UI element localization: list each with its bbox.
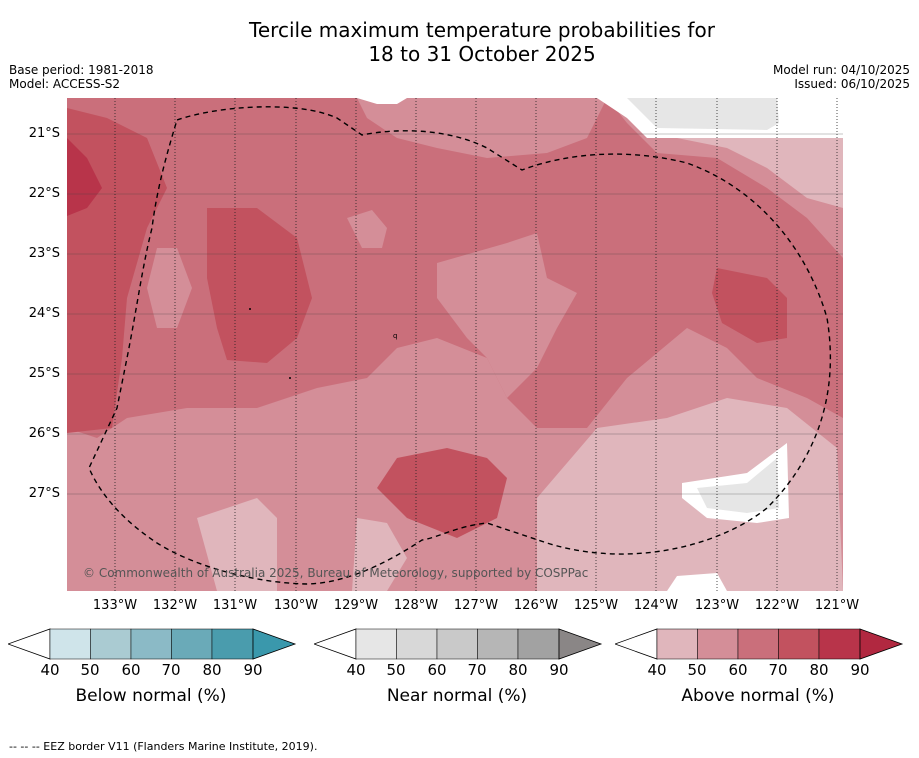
lon-label: 130°W: [273, 598, 319, 613]
colorbar-above-bin: [818, 628, 861, 660]
meta-left: Base period: 1981-2018 Model: ACCESS-S2: [9, 63, 154, 91]
colorbar-tick: 60: [121, 661, 141, 679]
contour-40-50-s: [352, 518, 407, 591]
colorbar-tick: 80: [508, 661, 528, 679]
speck-2: [289, 377, 291, 379]
copyright-notice: © Commonwealth of Australia 2025, Bureau…: [83, 566, 589, 580]
lon-label: 127°W: [453, 598, 499, 613]
colorbar-below-bin: [49, 628, 91, 660]
lon-label: 123°W: [694, 598, 740, 613]
lon-gridlines: [114, 98, 838, 591]
lon-label: 133°W: [92, 598, 138, 613]
lon-label: 125°W: [573, 598, 619, 613]
contour-80-90-nw: [67, 138, 102, 216]
no-data-south: [667, 573, 727, 591]
lat-label: 25°S: [28, 366, 60, 381]
colorbar-below-bin: [90, 628, 132, 660]
lon-label: 122°W: [754, 598, 800, 613]
contour-70-80-south: [377, 448, 507, 538]
colorbar-tick: 40: [647, 661, 667, 679]
colorbar-tick: 90: [850, 661, 870, 679]
colorbar-tick: 60: [427, 661, 447, 679]
lat-label: 22°S: [28, 186, 60, 201]
colorbar-tick: 70: [467, 661, 487, 679]
lon-label: 128°W: [393, 598, 439, 613]
lat-label: 26°S: [28, 426, 60, 441]
near-normal-se: [697, 458, 779, 513]
colorbar-tick: 60: [728, 661, 748, 679]
eez-footnote: -- -- -- EEZ border V11 (Flanders Marine…: [9, 740, 318, 753]
lon-label: 121°W: [814, 598, 860, 613]
colorbar-title-above: Above normal (%): [681, 686, 835, 706]
model-name: Model: ACCESS-S2: [9, 77, 121, 91]
probability-map: q: [67, 98, 843, 591]
colorbar-tick: 80: [202, 661, 222, 679]
colorbar-above-extend-high: [859, 628, 904, 660]
contour-40-50-sw: [197, 498, 277, 591]
lon-label: 131°W: [212, 598, 258, 613]
colorbar-tick: 50: [80, 661, 100, 679]
no-data-north: [357, 98, 407, 104]
speck-3: q: [393, 332, 397, 340]
colorbar-below-bin: [211, 628, 254, 660]
colorbar-tick: 90: [243, 661, 263, 679]
colorbar-above-bin: [697, 628, 739, 660]
contour-50-60-mid: [437, 233, 577, 398]
colorbar-below-extend-high: [252, 628, 297, 660]
colorbar-near-bin: [355, 628, 397, 660]
lon-label: 126°W: [513, 598, 559, 613]
colorbar-near-normal: [314, 628, 603, 660]
colorbar-tick: 50: [687, 661, 707, 679]
colorbar-below-bin: [130, 628, 172, 660]
colorbar-tick: 50: [386, 661, 406, 679]
lon-label: 124°W: [633, 598, 679, 613]
meta-right: Model run: 04/10/2025 Issued: 06/10/2025: [773, 63, 910, 91]
contour-70-80-east: [712, 268, 787, 343]
colorbar-above-normal: [615, 628, 904, 660]
colorbar-below-bin: [171, 628, 213, 660]
title-line-2: 18 to 31 October 2025: [368, 42, 596, 66]
colorbar-near-bin: [517, 628, 560, 660]
issued-date: Issued: 06/10/2025: [794, 77, 910, 91]
colorbar-above-bin: [656, 628, 698, 660]
colorbar-below-normal: [8, 628, 297, 660]
lat-gridlines: [67, 133, 843, 495]
title-line-1: Tercile maximum temperature probabilitie…: [249, 18, 715, 42]
contour-50-60-islet: [347, 210, 387, 248]
colorbar-title-below: Below normal (%): [75, 686, 227, 706]
colorbar-tick: 40: [346, 661, 366, 679]
colorbar-title-near: Near normal (%): [386, 686, 528, 706]
base-period: Base period: 1981-2018: [9, 63, 154, 77]
lon-label: 132°W: [152, 598, 198, 613]
lat-label: 21°S: [28, 126, 60, 141]
colorbar-near-extend-low: [314, 628, 357, 660]
colorbar-above-bin: [737, 628, 779, 660]
speck-1: [249, 308, 251, 310]
contour-50-60-north: [357, 98, 607, 158]
colorbar-tick: 70: [768, 661, 788, 679]
colorbar-near-extend-high: [558, 628, 603, 660]
contour-70-80-center: [207, 208, 312, 363]
lat-label: 27°S: [28, 486, 60, 501]
colorbar-above-extend-low: [615, 628, 658, 660]
lat-label: 24°S: [28, 306, 60, 321]
eez-border: [88, 106, 832, 585]
colorbar-tick: 80: [809, 661, 829, 679]
colorbar-near-bin: [477, 628, 519, 660]
model-run: Model run: 04/10/2025: [772, 63, 910, 77]
lat-label: 23°S: [28, 246, 60, 261]
colorbar-near-bin: [436, 628, 478, 660]
map-title: Tercile maximum temperature probabilitie…: [0, 18, 919, 66]
colorbar-near-bin: [396, 628, 438, 660]
colorbar-tick: 90: [549, 661, 569, 679]
contour-50-60-westpatch: [147, 248, 192, 328]
colorbar-above-bin: [778, 628, 820, 660]
colorbar-tick: 40: [40, 661, 60, 679]
colorbar-tick: 70: [161, 661, 181, 679]
colorbar-below-extend-low: [8, 628, 51, 660]
near-normal-ne: [627, 98, 779, 130]
lon-label: 129°W: [333, 598, 379, 613]
